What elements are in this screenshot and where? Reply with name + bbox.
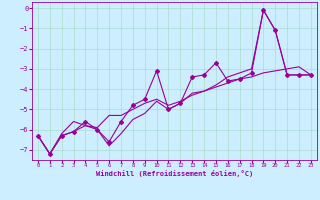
X-axis label: Windchill (Refroidissement éolien,°C): Windchill (Refroidissement éolien,°C) (96, 170, 253, 177)
